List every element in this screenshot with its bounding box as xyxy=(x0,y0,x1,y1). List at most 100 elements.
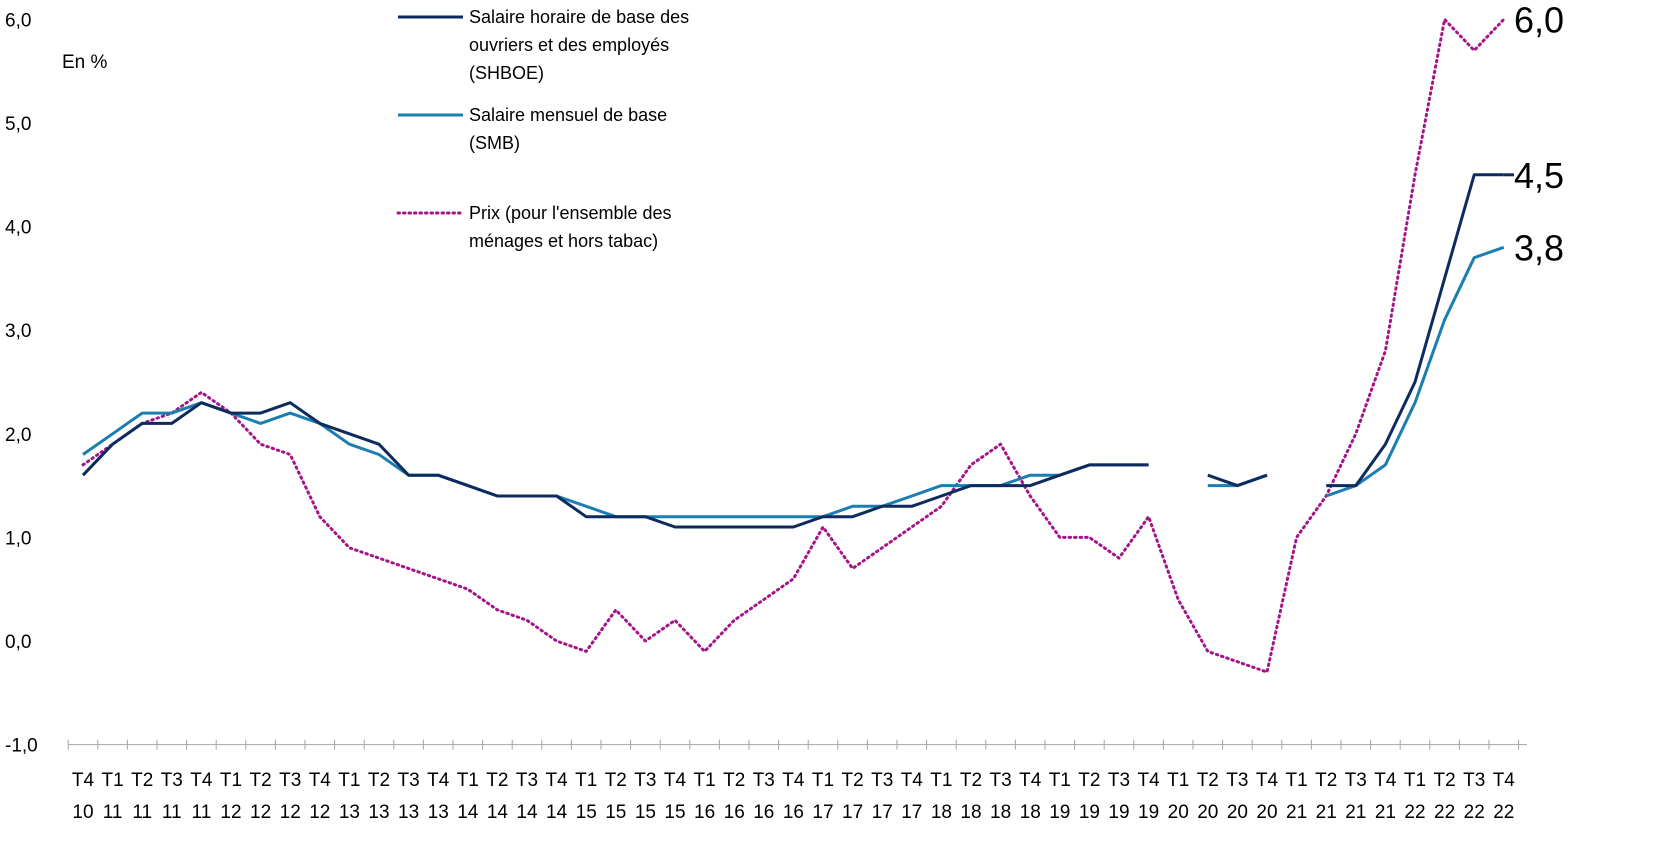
x-tick-label-quarter: T3 xyxy=(634,770,656,791)
x-tick-label-quarter: T3 xyxy=(1226,770,1248,791)
x-tick-label-quarter: T3 xyxy=(753,770,775,791)
x-tick-label-year: 15 xyxy=(576,802,597,823)
x-tick-label-quarter: T1 xyxy=(457,770,479,791)
x-tick-label-quarter: T4 xyxy=(1374,770,1397,791)
legend-item-0: Salaire horaire de base des ouvriers et d… xyxy=(398,7,689,83)
x-tick-label-quarter: T2 xyxy=(1078,770,1100,791)
x-tick-label-year: 14 xyxy=(457,802,479,823)
x-tick-label-quarter: T4 xyxy=(72,770,95,791)
x-tick-label-year: 16 xyxy=(694,802,715,823)
series-line-segment xyxy=(1326,173,1504,488)
x-tick-label-year: 20 xyxy=(1168,802,1189,823)
series-line-segment xyxy=(1325,245,1505,498)
x-tick-label-year: 17 xyxy=(842,802,863,823)
x-tick-label-year: 13 xyxy=(339,802,360,823)
x-tick-label-year: 15 xyxy=(664,802,685,823)
x-tick-label-year: 20 xyxy=(1197,802,1218,823)
x-tick-label-quarter: T2 xyxy=(1197,770,1219,791)
x-tick-label-quarter: T2 xyxy=(842,770,864,791)
x-tick-label-year: 14 xyxy=(516,802,538,823)
series-2 xyxy=(81,17,1506,674)
x-tick-label-year: 15 xyxy=(605,802,626,823)
end-labels: 4,5 3,8 6,0 xyxy=(1503,0,1564,268)
x-tick-label-quarter: T2 xyxy=(1434,770,1456,791)
x-tick-label-quarter: T4 xyxy=(901,770,924,791)
x-tick-label-year: 21 xyxy=(1375,802,1396,823)
x-tick-label-quarter: T1 xyxy=(694,770,716,791)
x-tick-label-quarter: T3 xyxy=(161,770,183,791)
legend-item-1: Salaire mensuel de base (SMB) xyxy=(398,105,667,153)
x-tick-label-year: 13 xyxy=(428,802,449,823)
x-tick-label-year: 16 xyxy=(783,802,804,823)
x-tick-label-quarter: T4 xyxy=(1019,770,1042,791)
x-tick-label-quarter: T3 xyxy=(398,770,420,791)
x-tick-label-quarter: T2 xyxy=(960,770,982,791)
x-tick-label-quarter: T2 xyxy=(250,770,272,791)
end-label-1: 3,8 xyxy=(1514,227,1564,268)
x-tick-label-year: 11 xyxy=(192,802,212,823)
y-tick-label: 2,0 xyxy=(5,425,31,446)
legend-label-line: (SMB) xyxy=(469,133,520,153)
x-tick-label-quarter: T1 xyxy=(102,770,124,791)
y-tick-label: 3,0 xyxy=(5,321,31,342)
x-tick-label-year: 18 xyxy=(931,802,952,823)
x-tick-label-year: 19 xyxy=(1138,802,1159,823)
x-tick-label-year: 18 xyxy=(960,802,981,823)
y-tick-label: 1,0 xyxy=(5,528,31,549)
x-tick-label-quarter: T4 xyxy=(190,770,213,791)
x-tick-label-quarter: T4 xyxy=(427,770,450,791)
x-tick-label-quarter: T1 xyxy=(1286,770,1308,791)
legend-item-2: Prix (pour l'ensemble des ménages et hors… xyxy=(396,203,672,251)
legend-label-line: Salaire horaire de base des xyxy=(469,7,689,27)
x-tick-label-year: 16 xyxy=(724,802,745,823)
x-tick-label-quarter: T3 xyxy=(516,770,538,791)
x-tick-label-year: 17 xyxy=(812,802,833,823)
x-tick-label-quarter: T4 xyxy=(1256,770,1279,791)
x-tick-label-year: 21 xyxy=(1316,802,1337,823)
x-tick-label-quarter: T4 xyxy=(664,770,687,791)
x-tick-label-year: 11 xyxy=(103,802,123,823)
x-tick-label-year: 16 xyxy=(753,802,774,823)
x-tick-label-quarter: T4 xyxy=(309,770,332,791)
series-lines xyxy=(81,17,1506,674)
x-tick-label-quarter: T3 xyxy=(1463,770,1485,791)
x-tick-label-year: 19 xyxy=(1079,802,1100,823)
x-tick-label-quarter: T2 xyxy=(605,770,627,791)
x-tick-label-year: 18 xyxy=(1020,802,1041,823)
x-tick-label-quarter: T1 xyxy=(220,770,242,791)
x-tick-label-quarter: T1 xyxy=(338,770,360,791)
x-tick-label-year: 11 xyxy=(132,802,152,823)
x-tick-label-year: 22 xyxy=(1464,802,1485,823)
x-tick-label-quarter: T1 xyxy=(1167,770,1189,791)
end-label-2: 6,0 xyxy=(1514,0,1564,40)
x-tick-label-quarter: T4 xyxy=(546,770,569,791)
x-tick-label-year: 10 xyxy=(72,802,93,823)
x-tick-label-quarter: T2 xyxy=(131,770,153,791)
x-tick-label-quarter: T1 xyxy=(575,770,597,791)
y-tick-label: -1,0 xyxy=(5,736,38,757)
x-tick-label-year: 20 xyxy=(1227,802,1248,823)
x-tick-label-quarter: T2 xyxy=(486,770,508,791)
y-tick-label: 0,0 xyxy=(5,632,31,653)
series-line-segment xyxy=(82,401,1149,519)
y-axis-tick-labels: -1,0 0,0 1,0 2,0 3,0 4,0 5,0 6,0 xyxy=(5,10,38,756)
x-tick-label-year: 12 xyxy=(280,802,301,823)
legend-label-line: Salaire mensuel de base xyxy=(469,105,667,125)
legend-label-line: ménages et hors tabac) xyxy=(469,231,658,251)
series-line-segment xyxy=(81,17,1506,674)
x-tick-label-year: 22 xyxy=(1404,802,1425,823)
x-tick-label-quarter: T2 xyxy=(1315,770,1337,791)
legend: Salaire horaire de base des ouvriers et d… xyxy=(396,7,689,251)
x-tick-label-year: 13 xyxy=(398,802,419,823)
x-tick-label-year: 17 xyxy=(872,802,893,823)
x-axis: T4 10 T1 11 T2 11 T3 11 T4 11 T1 12 T2 12 T3 12 T4 12 T1 13… xyxy=(67,739,1527,823)
series-0 xyxy=(81,173,1504,529)
y-tick-label: 5,0 xyxy=(5,114,31,135)
legend-label-line: (SHBOE) xyxy=(469,63,544,83)
y-tick-label: 6,0 xyxy=(5,10,31,31)
x-tick-label-year: 12 xyxy=(220,802,241,823)
x-tick-label-quarter: T3 xyxy=(990,770,1012,791)
x-tick-label-year: 14 xyxy=(546,802,568,823)
legend-label-line: Prix (pour l'ensemble des xyxy=(469,203,672,223)
x-tick-label-quarter: T4 xyxy=(1493,770,1516,791)
